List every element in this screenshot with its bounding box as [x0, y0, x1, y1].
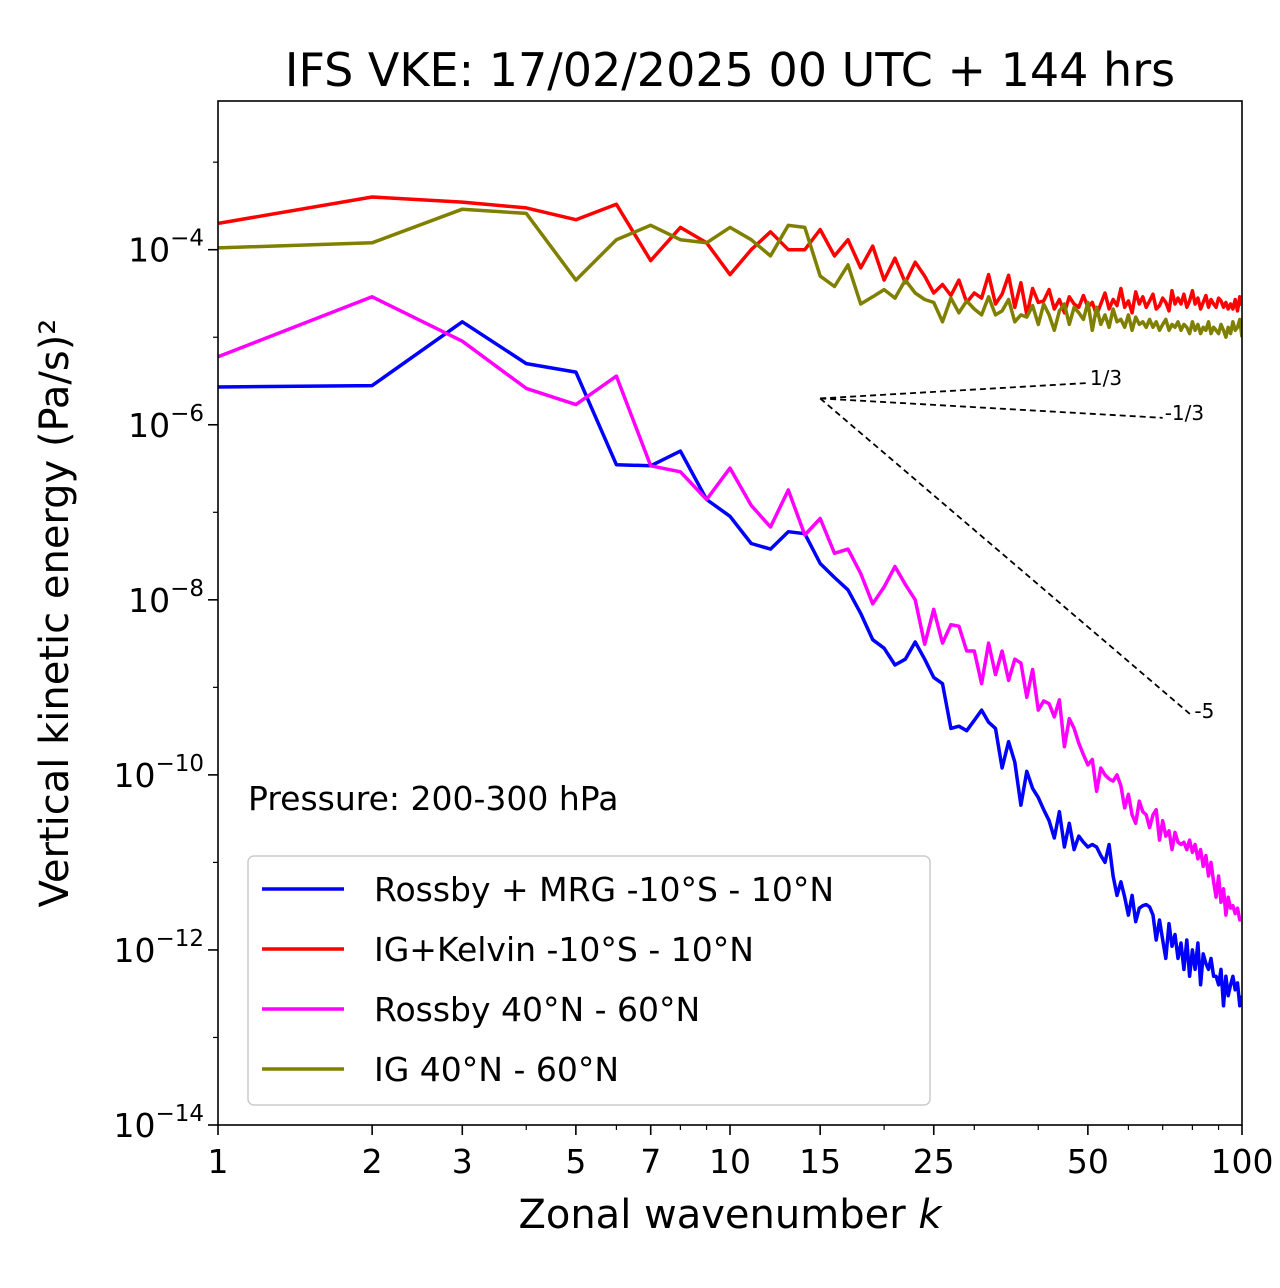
y-tick-base: 10 — [128, 231, 170, 270]
y-tick-exponent: −6 — [170, 401, 204, 427]
legend-label: Rossby 40°N - 60°N — [374, 990, 700, 1029]
x-tick-label: 15 — [799, 1142, 841, 1181]
x-axis-label-variable: k — [918, 1192, 943, 1238]
y-axis-label: Vertical kinetic energy (Pa/s)² — [32, 319, 78, 908]
y-tick-base: 10 — [128, 581, 170, 620]
legend-label: Rossby + MRG -10°S - 10°N — [374, 870, 834, 909]
reference-line-label: -1/3 — [1165, 401, 1204, 425]
x-tick-label: 5 — [565, 1142, 586, 1181]
x-tick-label: 50 — [1067, 1142, 1109, 1181]
y-tick-base: 10 — [128, 406, 170, 445]
x-axis: 1 2 3 5 7 10 15 25 50 100 — [208, 1125, 1274, 1181]
legend-label: IG+Kelvin -10°S - 10°N — [374, 930, 754, 969]
series-lines — [218, 195, 1242, 1008]
y-tick-base: 10 — [113, 1106, 155, 1145]
chart-title: IFS VKE: 17/02/2025 00 UTC + 144 hrs — [285, 43, 1175, 97]
x-tick-label: 3 — [452, 1142, 473, 1181]
y-tick-exponent: −8 — [170, 576, 204, 602]
y-tick-exponent: −4 — [170, 226, 204, 252]
pressure-annotation: Pressure: 200-300 hPa — [248, 779, 618, 818]
reference-line-2 — [820, 397, 1163, 419]
y-tick-label: 10−10 — [113, 751, 204, 795]
x-tick-label: 10 — [709, 1142, 751, 1181]
y-tick-label: 10−6 — [128, 401, 204, 445]
y-tick-exponent: −12 — [155, 926, 204, 952]
series-line-3 — [218, 295, 1242, 922]
x-axis-label: Zonal wavenumber k — [518, 1192, 943, 1238]
y-tick-label: 10−12 — [113, 926, 204, 970]
y-tick-exponent: −10 — [155, 751, 204, 777]
reference-line-1 — [820, 382, 1088, 400]
reference-line-label: -5 — [1194, 699, 1214, 723]
y-tick-exponent: −14 — [155, 1101, 204, 1127]
x-tick-label: 25 — [913, 1142, 955, 1181]
y-tick-base: 10 — [113, 931, 155, 970]
y-tick-label: 10−4 — [128, 226, 204, 270]
x-tick-label: 100 — [1211, 1142, 1274, 1181]
y-tick-base: 10 — [113, 756, 155, 795]
legend-label: IG 40°N - 60°N — [374, 1050, 619, 1089]
x-tick-label: 2 — [362, 1142, 383, 1181]
reference-line-label: 1/3 — [1090, 366, 1122, 390]
reference-line-3 — [819, 397, 1193, 717]
series-line-2 — [218, 195, 1242, 317]
legend-box — [247, 855, 931, 1106]
y-tick-label: 10−8 — [128, 576, 204, 620]
legend: Rossby + MRG -10°S - 10°N IG+Kelvin -10°S… — [247, 855, 931, 1106]
series-line-1 — [218, 320, 1242, 1008]
series-line-4 — [218, 207, 1242, 339]
x-axis-label-text: Zonal wavenumber — [518, 1192, 906, 1238]
reference-slope-lines: 1/3 -1/3 -5 — [819, 366, 1214, 723]
y-tick-label: 10−14 — [113, 1101, 204, 1145]
x-tick-label: 1 — [208, 1142, 229, 1181]
x-tick-label: 7 — [640, 1142, 661, 1181]
